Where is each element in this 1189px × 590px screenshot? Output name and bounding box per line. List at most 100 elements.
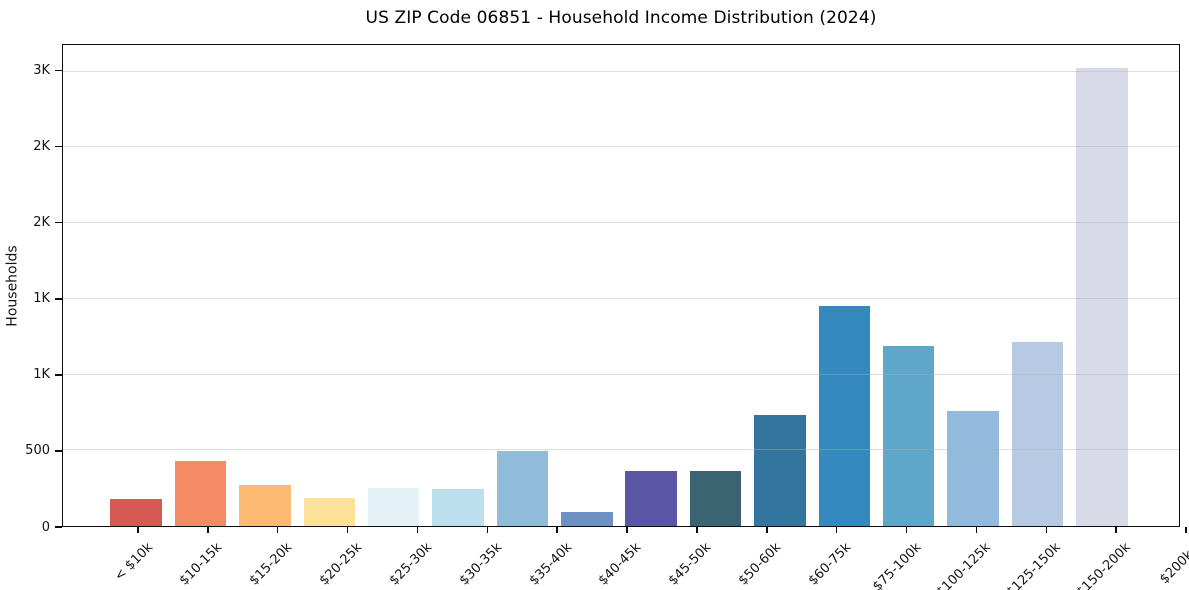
y-tick-label: 2K xyxy=(33,139,50,155)
x-tick-mark xyxy=(486,527,488,533)
y-tick-mark xyxy=(55,69,62,72)
bar xyxy=(239,485,291,526)
x-tick-label: $15-20k xyxy=(246,540,296,589)
bar xyxy=(1076,68,1128,526)
x-tick-mark xyxy=(1045,527,1047,533)
x-tick-mark xyxy=(1115,527,1117,533)
x-tick-label: < $10k xyxy=(111,540,156,585)
y-tick-label: 1K xyxy=(33,367,50,383)
x-tick-mark xyxy=(346,527,349,533)
x-tick-mark xyxy=(276,527,279,533)
x-label-slot: $15-20k xyxy=(243,533,313,589)
x-tick-slot xyxy=(243,527,313,533)
x-tick-label: $150-200k xyxy=(1073,540,1134,590)
x-tick-mark xyxy=(416,527,419,533)
x-label-slot: $40-45k xyxy=(592,533,662,589)
x-axis-tick-marks xyxy=(62,527,1189,533)
y-tick-label: 500 xyxy=(25,443,50,459)
x-label-slot: $60-75k xyxy=(802,533,872,589)
x-tick-slot xyxy=(383,527,453,533)
x-tick-mark xyxy=(975,527,978,533)
x-tick-slot xyxy=(173,527,243,533)
x-tick-mark xyxy=(696,527,698,533)
bar-slot xyxy=(362,45,426,526)
x-tick-label: $125-150k xyxy=(1003,540,1064,590)
x-tick-label: $75-100k xyxy=(869,540,925,590)
bar-slot xyxy=(683,45,747,526)
bar xyxy=(947,410,999,526)
bar-slot xyxy=(233,45,297,526)
x-tick-label: $60-75k xyxy=(805,540,855,589)
x-tick-mark xyxy=(1185,527,1187,533)
y-tick-label: 3K xyxy=(33,63,50,79)
y-tick-mark xyxy=(55,146,62,148)
x-tick-slot xyxy=(802,527,872,533)
bar-slot xyxy=(941,45,1005,526)
x-tick-slot xyxy=(1081,527,1151,533)
bar-slot xyxy=(426,45,490,526)
x-tick-label: $200k+ xyxy=(1156,540,1189,588)
x-label-slot: $50-60k xyxy=(732,533,802,589)
x-tick-mark xyxy=(137,527,139,533)
y-tick-mark xyxy=(55,222,62,224)
x-label-slot: $45-50k xyxy=(662,533,732,589)
bar-slot xyxy=(1070,45,1134,526)
x-tick-slot xyxy=(452,527,522,533)
bar-slot xyxy=(168,45,232,526)
y-axis-tick-marks xyxy=(55,44,62,528)
y-tick-label: 0 xyxy=(41,519,50,535)
x-tick-mark xyxy=(556,527,558,533)
x-label-slot: $125-150k xyxy=(1004,533,1081,590)
bar xyxy=(174,461,227,526)
x-tick-mark xyxy=(626,527,628,533)
x-label-slot: $30-35k xyxy=(452,533,522,589)
bar-slot xyxy=(104,45,168,526)
bar xyxy=(1011,342,1064,526)
y-tick-mark xyxy=(55,374,62,376)
x-tick-slot xyxy=(522,527,592,533)
y-tick-label: 2K xyxy=(33,215,50,231)
bar-slot xyxy=(297,45,361,526)
bar xyxy=(754,414,806,526)
bar-slot xyxy=(619,45,683,526)
bar xyxy=(689,471,742,526)
bars-layer xyxy=(63,45,1179,526)
bar-slot xyxy=(748,45,812,526)
x-tick-label: $40-45k xyxy=(596,540,645,589)
plot-area xyxy=(62,44,1180,527)
x-tick-mark xyxy=(905,527,908,533)
chart-title: US ZIP Code 06851 - Household Income Dis… xyxy=(365,8,877,28)
x-tick-slot xyxy=(662,527,732,533)
bar xyxy=(882,346,935,526)
bar xyxy=(496,451,549,526)
bar xyxy=(625,471,677,526)
x-tick-label: $30-35k xyxy=(456,540,505,589)
x-label-slot: < $10k xyxy=(103,533,173,589)
x-label-slot: $75-100k xyxy=(869,533,942,590)
x-label-slot: $35-40k xyxy=(522,533,592,589)
x-tick-mark xyxy=(766,527,768,533)
y-tick-mark xyxy=(55,298,62,300)
x-tick-slot xyxy=(1011,527,1081,533)
bar xyxy=(367,487,420,526)
y-tick-mark xyxy=(55,450,62,452)
x-tick-label: $100-125k xyxy=(933,540,995,590)
x-tick-label: $35-40k xyxy=(526,540,575,589)
x-tick-slot xyxy=(1151,527,1189,533)
x-label-slot: $10-15k xyxy=(173,533,243,589)
x-tick-mark xyxy=(835,527,838,533)
x-label-slot: $100-125k xyxy=(934,533,1012,590)
bar xyxy=(432,489,484,526)
x-tick-label: $25-30k xyxy=(386,540,436,589)
x-tick-label: $20-25k xyxy=(316,540,366,589)
x-tick-slot xyxy=(872,527,942,533)
y-axis-tick-labels: 0 500 1K 1K 2K 2K 3K xyxy=(0,44,50,533)
y-tick-label: 1K xyxy=(33,291,50,307)
bar xyxy=(303,498,356,526)
x-label-slot: $150-200k xyxy=(1074,533,1151,590)
x-tick-mark xyxy=(207,527,209,533)
bar xyxy=(110,498,162,526)
bar xyxy=(561,511,613,526)
bar-slot xyxy=(877,45,941,526)
bar-slot xyxy=(1005,45,1069,526)
